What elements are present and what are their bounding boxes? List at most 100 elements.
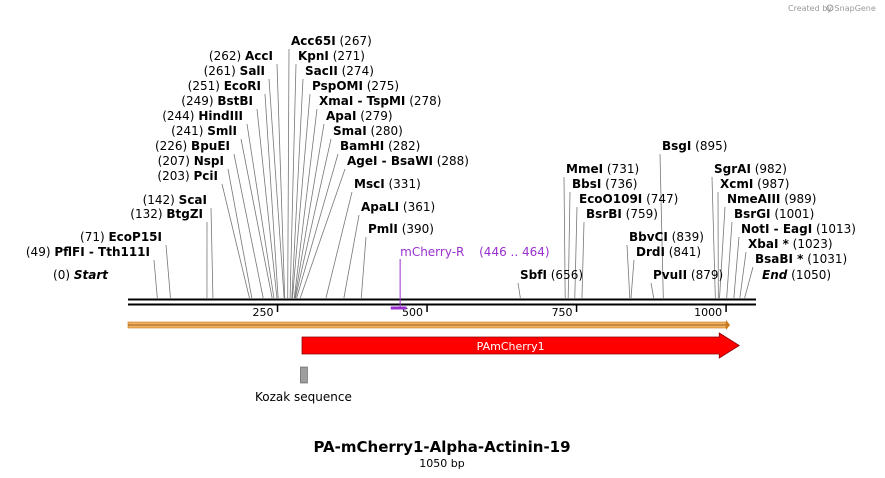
site-name: ScaI	[179, 193, 207, 207]
site-label[interactable]: BbvCI (839)	[629, 230, 704, 244]
site-name: BamHI	[340, 139, 384, 153]
site-label[interactable]: BamHI (282)	[340, 139, 420, 153]
site-label[interactable]: (244) HindIII	[162, 109, 243, 123]
site-leader-line	[276, 63, 286, 299]
site-label[interactable]: MscI (331)	[354, 177, 421, 191]
site-label[interactable]: XcmI (987)	[720, 177, 789, 191]
primer-name: mCherry-R	[400, 245, 464, 259]
feature-kozak[interactable]: Kozak sequence	[255, 366, 352, 404]
site-name: PmlI	[368, 222, 398, 236]
site-leader-line	[295, 138, 332, 299]
orf-arrow[interactable]	[127, 320, 730, 330]
site-leader-line	[739, 251, 747, 299]
site-label[interactable]: SacII (274)	[305, 64, 374, 78]
site-name: Acc65I	[291, 34, 336, 48]
site-label[interactable]: End (1050)	[762, 268, 831, 282]
site-label[interactable]: BsaBI * (1031)	[755, 252, 847, 266]
site-leader-line	[360, 236, 367, 299]
site-label[interactable]: (241) SmlI	[171, 124, 237, 138]
brand-text: Created by SnapGene	[788, 4, 876, 13]
site-name: Start	[74, 268, 109, 282]
site-leader-line	[563, 176, 566, 299]
site-position: (1050)	[787, 268, 831, 282]
site-position: (49)	[26, 245, 54, 259]
site-label[interactable]: (251) EcoRI	[188, 79, 261, 93]
site-label[interactable]: (261) SalI	[204, 64, 265, 78]
site-label[interactable]: Acc65I (267)	[291, 34, 372, 48]
site-label[interactable]: NmeAIII (989)	[727, 192, 816, 206]
site-name: BstBI	[217, 94, 253, 108]
site-leader-line	[744, 266, 754, 299]
site-label[interactable]: ApaLI (361)	[361, 200, 435, 214]
site-label[interactable]: XbaI * (1023)	[748, 237, 833, 251]
site-label[interactable]: SgrAI (982)	[714, 162, 787, 176]
site-label[interactable]: PmlI (390)	[368, 222, 434, 236]
site-leader-line	[343, 214, 360, 299]
site-label[interactable]: (132) BtgZI	[130, 207, 203, 221]
site-name: HindIII	[198, 109, 243, 123]
site-name: ApaLI	[361, 200, 399, 214]
site-label[interactable]: PvuII (879)	[653, 268, 723, 282]
site-label[interactable]: BsgI (895)	[662, 139, 727, 153]
site-leader-line	[299, 168, 346, 299]
site-leader-line	[240, 138, 273, 299]
site-name: DrdI	[636, 245, 665, 259]
site-name: ApaI	[326, 109, 356, 123]
ruler-tick-label: 1000	[694, 306, 722, 319]
site-name: PciI	[194, 169, 219, 183]
site-position: (0)	[53, 268, 74, 282]
site-label[interactable]: (207) NspI	[158, 154, 224, 168]
site-label[interactable]: EcoO109I (747)	[579, 192, 678, 206]
site-name: NotI - EagI	[741, 222, 812, 236]
ruler: 250 500 750 1000	[253, 305, 727, 319]
site-position: (279)	[356, 109, 392, 123]
site-leader-line	[221, 183, 250, 299]
site-label[interactable]: SbfI (656)	[520, 268, 583, 282]
site-name: BsgI	[662, 139, 691, 153]
site-leader-lines	[153, 48, 754, 299]
site-leader-line	[294, 123, 325, 299]
ruler-tick-label: 250	[253, 306, 274, 319]
site-leader-line	[650, 282, 655, 299]
site-label[interactable]: PspOMI (275)	[312, 79, 399, 93]
site-label[interactable]: (249) BstBI	[181, 94, 253, 108]
site-label[interactable]: SmaI (280)	[333, 124, 403, 138]
site-leader-line	[581, 221, 585, 299]
site-label[interactable]: BsrGI (1001)	[734, 207, 814, 221]
site-name: XmaI - TspMI	[319, 94, 405, 108]
site-position: (280)	[367, 124, 403, 138]
site-label[interactable]: (142) ScaI	[143, 193, 207, 207]
feature-pamcherry1[interactable]: PAmCherry1	[301, 332, 741, 359]
site-name: PflFI - Tth111I	[54, 245, 150, 259]
site-label[interactable]: KpnI (271)	[298, 49, 365, 63]
site-label[interactable]: BbsI (736)	[572, 177, 637, 191]
site-position: (656)	[547, 268, 583, 282]
site-name: SmlI	[207, 124, 237, 138]
site-name: AgeI - BsaWI	[347, 154, 433, 168]
site-position: (226)	[155, 139, 191, 153]
primer[interactable]: mCherry-R (446 .. 464)	[390, 245, 550, 310]
site-label[interactable]: NotI - EagI (1013)	[741, 222, 856, 236]
site-label[interactable]: (203) PciI	[157, 169, 218, 183]
site-position: (731)	[603, 162, 639, 176]
site-position: (331)	[385, 177, 421, 191]
site-label[interactable]: (262) AccI	[209, 49, 273, 63]
site-label[interactable]: ApaI (279)	[326, 109, 393, 123]
site-label[interactable]: XmaI - TspMI (278)	[319, 94, 441, 108]
site-label[interactable]: DrdI (841)	[636, 245, 701, 259]
site-position: (841)	[665, 245, 701, 259]
site-label[interactable]: BsrBI (759)	[586, 207, 658, 221]
site-name: SbfI	[520, 268, 547, 282]
site-label[interactable]: AgeI - BsaWI (288)	[347, 154, 469, 168]
site-leader-line	[233, 153, 264, 299]
site-name: BtgZI	[166, 207, 203, 221]
site-name: BsrBI	[586, 207, 622, 221]
site-position: (839)	[668, 230, 704, 244]
site-label[interactable]: (71) EcoP15I	[80, 230, 162, 244]
site-label[interactable]: (49) PflFI - Tth111I	[26, 245, 150, 259]
site-label[interactable]: (226) BpuEI	[155, 139, 230, 153]
site-label[interactable]: (0) Start	[53, 268, 109, 282]
site-name: SgrAI	[714, 162, 751, 176]
site-position: (1013)	[812, 222, 856, 236]
site-label[interactable]: MmeI (731)	[566, 162, 639, 176]
